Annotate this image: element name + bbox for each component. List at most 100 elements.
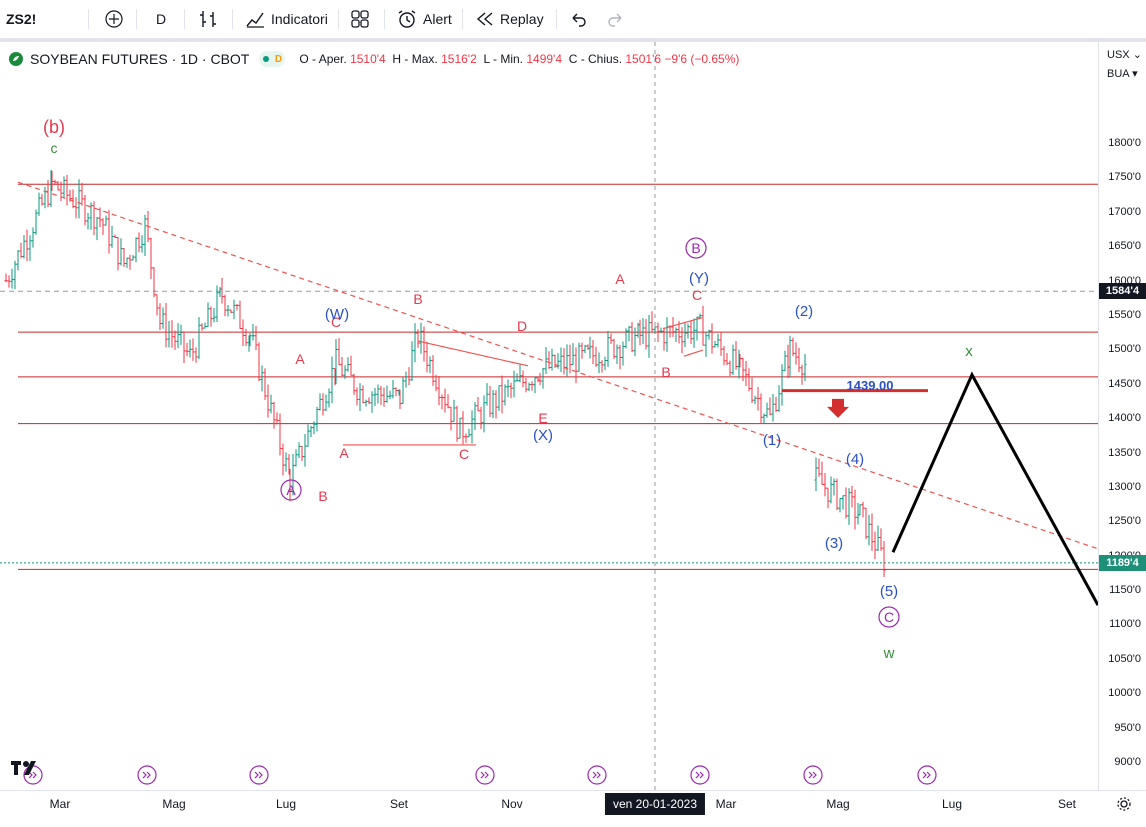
wave-label-x-green: x	[965, 343, 973, 360]
event-marker-icon	[690, 765, 710, 785]
unit-select[interactable]: BUA ▾	[1107, 67, 1138, 80]
circled-wave-label: C	[884, 609, 894, 625]
low-label: L - Min.	[483, 52, 523, 66]
time-axis[interactable]: Mar Mag Lug Set Nov Mar Mag Lug Set ven 20-01-20…	[0, 790, 1146, 827]
wave-label-2: (2)	[795, 303, 813, 320]
wave-label-C: C	[331, 314, 341, 330]
wave-label-B: B	[413, 291, 422, 307]
time-tick-label: Set	[389, 797, 409, 811]
bars-chart-icon	[200, 11, 216, 27]
symbol-label: ZS2!	[6, 11, 37, 27]
grid	[0, 42, 1098, 790]
wave-label-b: (b)	[43, 117, 65, 137]
price-tick-label: 1450'0	[1108, 377, 1141, 390]
symbol-search-button[interactable]: ZS2!	[6, 0, 36, 38]
indicators-icon	[246, 12, 264, 28]
undo-icon	[572, 13, 586, 27]
market-status-badge[interactable]: D	[259, 51, 286, 67]
open-label: O - Aper.	[299, 52, 347, 66]
trendline-dashed	[17, 181, 1098, 550]
currency-select[interactable]: USX ⌄	[1107, 48, 1142, 61]
event-marker-icon	[917, 765, 937, 785]
price-tick-label: 1550'0	[1108, 308, 1141, 321]
status-dot-icon	[262, 56, 269, 62]
toolbar-divider	[184, 9, 185, 29]
wave-label-W: (W)	[325, 306, 349, 323]
grid-layout-icon	[351, 10, 369, 28]
undo-button[interactable]	[568, 0, 588, 38]
event-marker-icon	[803, 765, 823, 785]
layouts-button[interactable]	[350, 0, 370, 38]
price-tick-label: 1650'0	[1108, 240, 1141, 253]
top-toolbar: ZS2! D Indicatori Alert Replay	[0, 0, 1146, 42]
time-tick-label: Mag	[826, 797, 850, 811]
price-tick-label: 1250'0	[1108, 515, 1141, 528]
price-tick-label: 1800'0	[1108, 137, 1141, 149]
toolbar-divider	[136, 9, 137, 29]
unit-label: BUA	[1107, 68, 1130, 80]
price-tick-label: 1700'0	[1108, 205, 1141, 218]
event-marker-arrow-icon	[808, 771, 817, 779]
drawings	[17, 181, 1098, 606]
high-value: 1516'2	[441, 52, 477, 66]
event-marker-arrow-icon	[480, 771, 489, 779]
wave-label-A-low: A	[339, 445, 349, 461]
settings-gear-icon[interactable]	[1116, 796, 1132, 812]
toolbar-divider	[88, 9, 89, 29]
wave-label-D: D	[517, 318, 527, 334]
wave-label-C-low: C	[459, 446, 469, 462]
alarm-clock-icon	[398, 10, 416, 28]
open-value: 1510'4	[350, 52, 386, 66]
currency-label: USX	[1107, 49, 1130, 61]
price-tick-label: 1500'0	[1108, 343, 1141, 356]
price-tick-label: 1150'0	[1109, 584, 1141, 597]
tradingview-logo-icon	[11, 761, 36, 775]
indicators-button[interactable]: Indicatori	[244, 0, 328, 38]
price-tick-label: 900'0	[1114, 756, 1141, 768]
event-marker-arrow-icon	[592, 771, 601, 779]
replay-label: Replay	[500, 11, 544, 27]
low-value: 1499'4	[526, 52, 563, 66]
alert-label: Alert	[423, 11, 452, 27]
event-marker-arrow-icon	[142, 771, 151, 779]
ohlc-values: O - Aper. 1510'4 H - Max. 1516'2 L - Min…	[299, 52, 739, 66]
replay-button[interactable]: Replay	[474, 0, 544, 38]
price-axis[interactable]: USX ⌄ BUA ▾ 1800'0 1750'0 1700'0 1650'0 1600…	[1098, 42, 1146, 792]
interval-button[interactable]: D	[156, 0, 166, 38]
event-marker-arrow-icon	[922, 771, 931, 779]
compare-add-button[interactable]	[104, 0, 124, 38]
price-bars	[4, 169, 886, 577]
last-price-tag: 1189'4	[1099, 554, 1146, 571]
redo-button[interactable]	[606, 0, 626, 38]
price-tick-label: 1300'0	[1108, 480, 1141, 493]
time-tick-label: Set	[1057, 797, 1077, 811]
toolbar-divider	[338, 9, 339, 29]
toolbar-divider	[556, 9, 557, 29]
circled-wave-label: B	[691, 240, 700, 256]
alert-button[interactable]: Alert	[396, 0, 452, 38]
time-tick-label: Lug	[941, 797, 963, 811]
horizontal-levels	[18, 183, 1098, 570]
close-label: C - Chius.	[568, 52, 623, 66]
wave-label-w-green: w	[883, 645, 895, 662]
redo-icon	[608, 13, 622, 27]
price-tick-label: 1000'0	[1108, 687, 1141, 700]
chart-type-button[interactable]	[198, 0, 220, 38]
legend-title: SOYBEAN FUTURES · 1D · CBOT	[30, 51, 250, 67]
toolbar-divider	[384, 9, 385, 29]
time-tick-label: Lug	[275, 797, 297, 811]
plus-circle-icon	[105, 10, 123, 28]
symbol-logo-icon	[9, 52, 23, 66]
high-label: H - Max.	[392, 52, 438, 66]
time-tick-label: Nov	[501, 797, 523, 811]
price-tick-label: 1100'0	[1109, 618, 1141, 631]
wave-label-B-low: B	[318, 488, 327, 504]
event-marker-icon	[587, 765, 607, 785]
price-note-label: 1439,00	[847, 378, 894, 393]
wave-label-C-top: C	[692, 287, 702, 303]
time-tick-label: Mag	[162, 797, 186, 811]
circled-wave-label: A	[286, 482, 296, 498]
circled-wave-label-ring	[685, 237, 707, 259]
